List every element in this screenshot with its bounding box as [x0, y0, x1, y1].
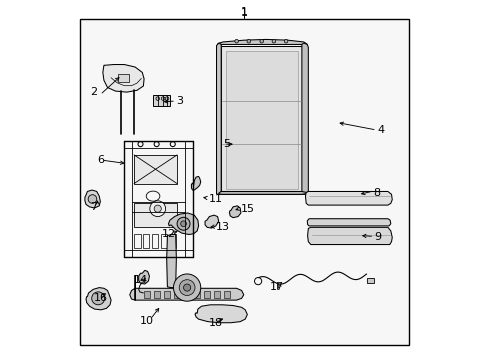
Circle shape	[88, 195, 97, 203]
Polygon shape	[217, 40, 306, 45]
Circle shape	[246, 40, 250, 43]
Polygon shape	[129, 275, 244, 300]
Polygon shape	[301, 43, 308, 194]
Bar	[214, 291, 220, 298]
Circle shape	[149, 201, 165, 217]
Polygon shape	[168, 213, 198, 234]
Bar	[224, 291, 230, 298]
Polygon shape	[204, 215, 218, 228]
Circle shape	[180, 221, 186, 226]
Bar	[152, 234, 158, 248]
Bar	[204, 291, 210, 298]
Polygon shape	[85, 190, 100, 208]
Text: 7: 7	[90, 202, 97, 212]
Text: 13: 13	[215, 222, 229, 232]
Bar	[194, 291, 200, 298]
Circle shape	[92, 292, 104, 305]
Polygon shape	[216, 43, 221, 194]
Bar	[169, 234, 176, 248]
Bar	[142, 234, 149, 248]
Bar	[164, 291, 169, 298]
Circle shape	[271, 40, 275, 43]
Polygon shape	[191, 176, 201, 190]
Circle shape	[154, 205, 161, 212]
Polygon shape	[305, 192, 391, 205]
Text: 8: 8	[373, 188, 380, 198]
Polygon shape	[166, 234, 176, 288]
Circle shape	[138, 141, 142, 147]
Polygon shape	[102, 64, 144, 92]
Text: 5: 5	[223, 139, 229, 149]
Text: 17: 17	[269, 282, 283, 292]
Bar	[134, 203, 177, 226]
Circle shape	[179, 280, 195, 296]
Bar	[161, 234, 167, 248]
Bar	[366, 278, 373, 283]
Text: 12: 12	[162, 229, 176, 239]
Text: 1: 1	[241, 7, 247, 17]
Text: 10: 10	[140, 316, 154, 325]
Polygon shape	[229, 206, 241, 218]
Polygon shape	[307, 227, 391, 244]
Bar	[144, 291, 149, 298]
Polygon shape	[221, 45, 301, 194]
Circle shape	[177, 217, 190, 230]
Polygon shape	[86, 288, 111, 310]
Text: 4: 4	[376, 125, 384, 135]
Circle shape	[170, 141, 175, 147]
Circle shape	[156, 97, 159, 100]
Circle shape	[260, 40, 263, 43]
Text: 15: 15	[241, 204, 254, 215]
Polygon shape	[306, 219, 390, 226]
Circle shape	[183, 284, 190, 291]
Polygon shape	[139, 270, 149, 284]
Text: 6: 6	[97, 155, 103, 165]
Text: 14: 14	[133, 275, 147, 285]
Text: 1: 1	[241, 8, 247, 18]
Text: 9: 9	[374, 232, 381, 242]
Text: 3: 3	[176, 96, 183, 106]
Bar	[154, 291, 160, 298]
Bar	[153, 95, 170, 107]
Polygon shape	[218, 192, 306, 194]
Text: 11: 11	[208, 194, 222, 204]
Bar	[134, 155, 177, 184]
Bar	[174, 291, 180, 298]
Circle shape	[161, 97, 164, 100]
Circle shape	[165, 97, 168, 100]
Bar	[184, 291, 190, 298]
Circle shape	[284, 40, 287, 43]
Text: 18: 18	[208, 319, 223, 328]
Circle shape	[234, 40, 238, 43]
Bar	[118, 74, 129, 82]
Bar	[225, 51, 297, 189]
Circle shape	[154, 141, 159, 147]
Polygon shape	[195, 305, 247, 323]
Text: 2: 2	[90, 87, 97, 97]
Polygon shape	[217, 44, 221, 194]
Circle shape	[173, 274, 201, 301]
Text: 16: 16	[93, 293, 107, 303]
Bar	[134, 234, 140, 248]
